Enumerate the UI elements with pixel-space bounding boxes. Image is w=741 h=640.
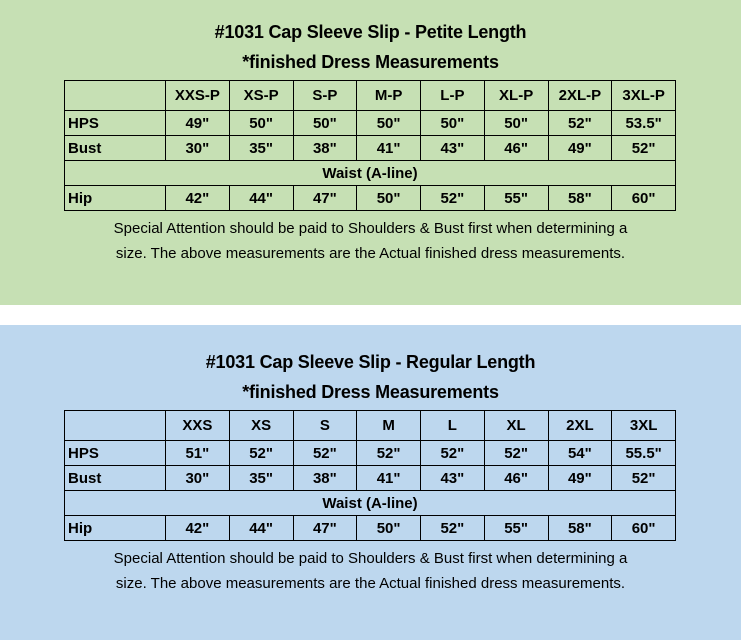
row-label: Hip <box>64 515 166 541</box>
measurement-cell: 51" <box>165 440 230 466</box>
size-header: 3XL-P <box>611 80 676 111</box>
measurement-cell: 38" <box>292 465 358 491</box>
size-header: XL-P <box>483 80 549 111</box>
measurement-cell: 55" <box>483 515 549 541</box>
empty-header-cell <box>64 80 166 111</box>
measurement-cell: 52" <box>547 110 613 136</box>
measurement-cell: 50" <box>228 110 294 136</box>
measurement-cell: 43" <box>420 465 485 491</box>
measurement-cell: 52" <box>420 440 485 466</box>
regular-size-chart-panel: #1031 Cap Sleeve Slip - Regular Length *f… <box>0 325 741 640</box>
measurement-cell: 52" <box>483 440 549 466</box>
table-row: Waist (A-line) <box>64 160 676 186</box>
note-line-1: Special Attention should be paid to Shou… <box>113 550 628 567</box>
measurement-cell: 52" <box>420 515 485 541</box>
petite-size-chart-panel: #1031 Cap Sleeve Slip - Petite Length *fi… <box>0 0 741 305</box>
size-header: 2XL <box>547 410 613 441</box>
measurement-cell: 47" <box>292 185 358 211</box>
measurement-cell: 49" <box>165 110 230 136</box>
size-header: 2XL-P <box>547 80 613 111</box>
measurement-cell: 52" <box>228 440 294 466</box>
measurement-cell: 43" <box>420 135 485 161</box>
measurement-cell: 35" <box>228 135 294 161</box>
measurement-cell: 35" <box>228 465 294 491</box>
table-row: Hip 42" 44" 47" 50" 52" 55" 58" 60" <box>64 515 676 541</box>
measurement-cell: 30" <box>165 465 230 491</box>
size-header: XXS <box>165 410 230 441</box>
measurement-cell: 52" <box>611 135 676 161</box>
size-header: S <box>292 410 358 441</box>
measurement-cell: 44" <box>228 185 294 211</box>
measurement-cell: 49" <box>547 465 613 491</box>
measurement-cell: 50" <box>356 515 421 541</box>
measurement-cell: 55.5" <box>611 440 676 466</box>
note-line-1: Special Attention should be paid to Shou… <box>113 220 628 237</box>
empty-header-cell <box>64 410 166 441</box>
chart-title: #1031 Cap Sleeve Slip - Regular Length <box>205 352 536 372</box>
chart-title: #1031 Cap Sleeve Slip - Petite Length <box>214 22 527 42</box>
measurement-cell: 41" <box>356 135 421 161</box>
row-label: Hip <box>64 185 166 211</box>
waist-label-row: Waist (A-line) <box>64 160 676 186</box>
measurement-cell: 47" <box>292 515 358 541</box>
measurement-cell: 55" <box>483 185 549 211</box>
row-label: Bust <box>64 135 166 161</box>
measurement-cell: 52" <box>611 465 676 491</box>
table-row: Bust 30" 35" 38" 41" 43" 46" 49" 52" <box>64 465 676 491</box>
size-header: XL <box>483 410 549 441</box>
table-row: HPS 49" 50" 50" 50" 50" 50" 52" 53.5" <box>64 110 676 136</box>
measurement-cell: 60" <box>611 185 676 211</box>
chart-subtitle: *finished Dress Measurements <box>242 382 499 402</box>
measurement-cell: 52" <box>292 440 358 466</box>
measurement-cell: 50" <box>483 110 549 136</box>
measurement-cell: 49" <box>547 135 613 161</box>
measurement-cell: 58" <box>547 515 613 541</box>
size-header: S-P <box>292 80 358 111</box>
size-header: XS-P <box>228 80 294 111</box>
table-row: HPS 51" 52" 52" 52" 52" 52" 54" 55.5" <box>64 440 676 466</box>
size-header: 3XL <box>611 410 676 441</box>
note-line-2: size. The above measurements are the Act… <box>115 245 626 262</box>
waist-label-row: Waist (A-line) <box>64 490 676 516</box>
measurement-cell: 53.5" <box>611 110 676 136</box>
measurement-cell: 46" <box>483 135 549 161</box>
size-header: XS <box>228 410 294 441</box>
table-row: Bust 30" 35" 38" 41" 43" 46" 49" 52" <box>64 135 676 161</box>
measurement-cell: 38" <box>292 135 358 161</box>
size-table: XXS XS S M L XL 2XL 3XL HPS 51" 52" 52" 52" 52" 52" 54"… <box>64 410 676 541</box>
measurement-cell: 41" <box>356 465 421 491</box>
row-label: Bust <box>64 465 166 491</box>
measurement-cell: 52" <box>420 185 485 211</box>
measurement-cell: 50" <box>356 110 421 136</box>
row-label: HPS <box>64 110 166 136</box>
measurement-cell: 42" <box>165 185 230 211</box>
table-row: Hip 42" 44" 47" 50" 52" 55" 58" 60" <box>64 185 676 211</box>
size-table: XXS-P XS-P S-P M-P L-P XL-P 2XL-P 3XL-P HPS 49" 50… <box>64 80 676 211</box>
measurement-cell: 50" <box>292 110 358 136</box>
measurement-cell: 60" <box>611 515 676 541</box>
size-header: M <box>356 410 421 441</box>
size-header: L <box>420 410 485 441</box>
table-header-row: XXS XS S M L XL 2XL 3XL <box>64 410 676 441</box>
measurement-cell: 30" <box>165 135 230 161</box>
table-row: Waist (A-line) <box>64 490 676 516</box>
measurement-cell: 58" <box>547 185 613 211</box>
measurement-cell: 46" <box>483 465 549 491</box>
measurement-cell: 50" <box>356 185 421 211</box>
measurement-cell: 44" <box>228 515 294 541</box>
measurement-cell: 50" <box>420 110 485 136</box>
chart-subtitle: *finished Dress Measurements <box>242 52 499 72</box>
size-header: M-P <box>356 80 421 111</box>
measurement-cell: 54" <box>547 440 613 466</box>
measurement-cell: 52" <box>356 440 421 466</box>
size-header: XXS-P <box>165 80 230 111</box>
table-header-row: XXS-P XS-P S-P M-P L-P XL-P 2XL-P 3XL-P <box>64 80 676 111</box>
size-header: L-P <box>420 80 485 111</box>
row-label: HPS <box>64 440 166 466</box>
note-line-2: size. The above measurements are the Act… <box>115 575 626 592</box>
measurement-cell: 42" <box>165 515 230 541</box>
